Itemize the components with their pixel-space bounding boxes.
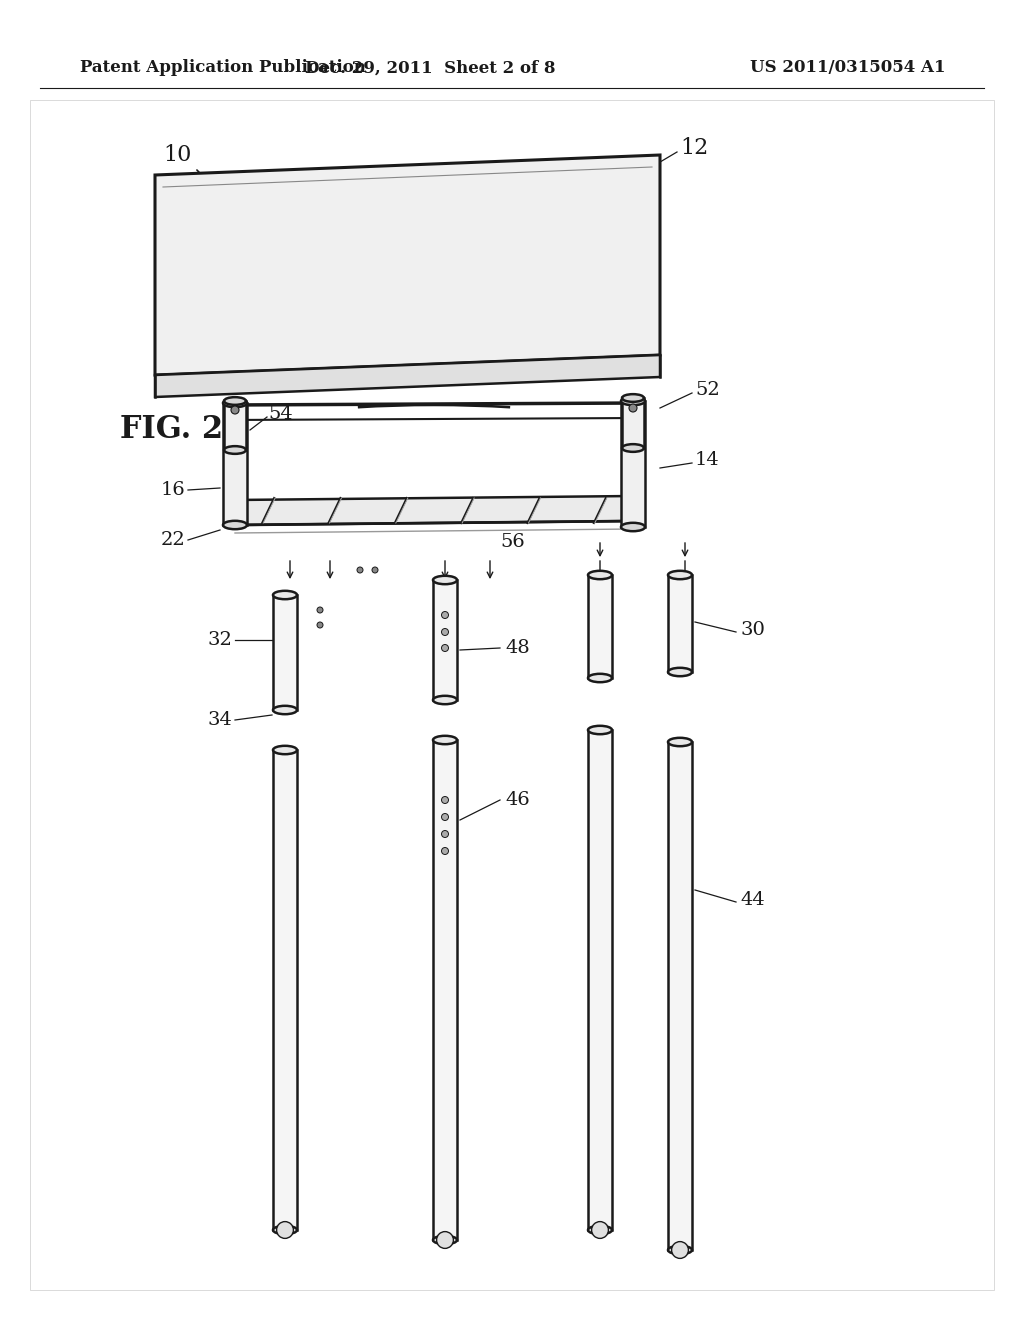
Ellipse shape <box>433 696 457 704</box>
Ellipse shape <box>588 1226 612 1234</box>
Text: 54: 54 <box>268 405 293 422</box>
Ellipse shape <box>588 673 612 682</box>
Ellipse shape <box>433 1236 457 1245</box>
Ellipse shape <box>621 523 645 531</box>
Ellipse shape <box>668 668 692 676</box>
Text: 56: 56 <box>500 533 524 550</box>
Text: Patent Application Publication: Patent Application Publication <box>80 59 366 77</box>
Bar <box>588 576 612 678</box>
Text: Dec. 29, 2011  Sheet 2 of 8: Dec. 29, 2011 Sheet 2 of 8 <box>305 59 555 77</box>
Ellipse shape <box>224 397 246 405</box>
Circle shape <box>441 830 449 837</box>
Ellipse shape <box>433 735 457 744</box>
Ellipse shape <box>223 399 247 407</box>
Circle shape <box>436 1232 454 1249</box>
Ellipse shape <box>273 746 297 754</box>
Circle shape <box>672 1242 688 1258</box>
Bar <box>433 579 457 700</box>
Ellipse shape <box>273 1226 297 1234</box>
Ellipse shape <box>588 726 612 734</box>
Bar <box>622 399 644 447</box>
Bar <box>273 595 297 710</box>
Text: 10: 10 <box>164 144 193 166</box>
Ellipse shape <box>224 446 246 454</box>
Circle shape <box>372 568 378 573</box>
Circle shape <box>441 628 449 635</box>
Circle shape <box>441 813 449 821</box>
Bar <box>588 730 612 1230</box>
Text: FIG. 2: FIG. 2 <box>120 414 223 446</box>
Text: 16: 16 <box>160 480 185 499</box>
Circle shape <box>276 1221 294 1238</box>
Bar <box>224 401 246 450</box>
Bar <box>668 742 692 1250</box>
Ellipse shape <box>622 395 644 401</box>
Circle shape <box>441 847 449 854</box>
Bar <box>273 750 297 1230</box>
Ellipse shape <box>273 706 297 714</box>
Text: 44: 44 <box>740 891 765 909</box>
Bar <box>621 401 645 527</box>
Text: 12: 12 <box>680 137 709 158</box>
Ellipse shape <box>588 570 612 579</box>
Circle shape <box>441 796 449 804</box>
Ellipse shape <box>223 521 247 529</box>
Text: 22: 22 <box>160 531 185 549</box>
Circle shape <box>317 607 323 612</box>
Circle shape <box>441 611 449 619</box>
Text: 48: 48 <box>505 639 529 657</box>
Bar <box>668 576 692 672</box>
Text: 52: 52 <box>695 381 720 399</box>
Ellipse shape <box>433 576 457 585</box>
Polygon shape <box>155 355 660 397</box>
Ellipse shape <box>622 444 644 451</box>
Ellipse shape <box>668 570 692 579</box>
Circle shape <box>592 1221 608 1238</box>
Ellipse shape <box>668 1246 692 1254</box>
Circle shape <box>629 404 637 412</box>
Circle shape <box>317 622 323 628</box>
Circle shape <box>441 644 449 652</box>
Polygon shape <box>155 154 660 375</box>
Ellipse shape <box>668 738 692 746</box>
Circle shape <box>357 568 362 573</box>
Text: 30: 30 <box>740 620 765 639</box>
Bar <box>223 403 247 525</box>
Text: 32: 32 <box>207 631 232 649</box>
Ellipse shape <box>273 591 297 599</box>
Polygon shape <box>234 496 633 525</box>
Text: US 2011/0315054 A1: US 2011/0315054 A1 <box>750 59 945 77</box>
Circle shape <box>231 407 239 414</box>
Text: 14: 14 <box>695 451 720 469</box>
Ellipse shape <box>621 397 645 405</box>
Text: 34: 34 <box>207 711 232 729</box>
Text: 46: 46 <box>505 791 529 809</box>
Bar <box>433 741 457 1239</box>
